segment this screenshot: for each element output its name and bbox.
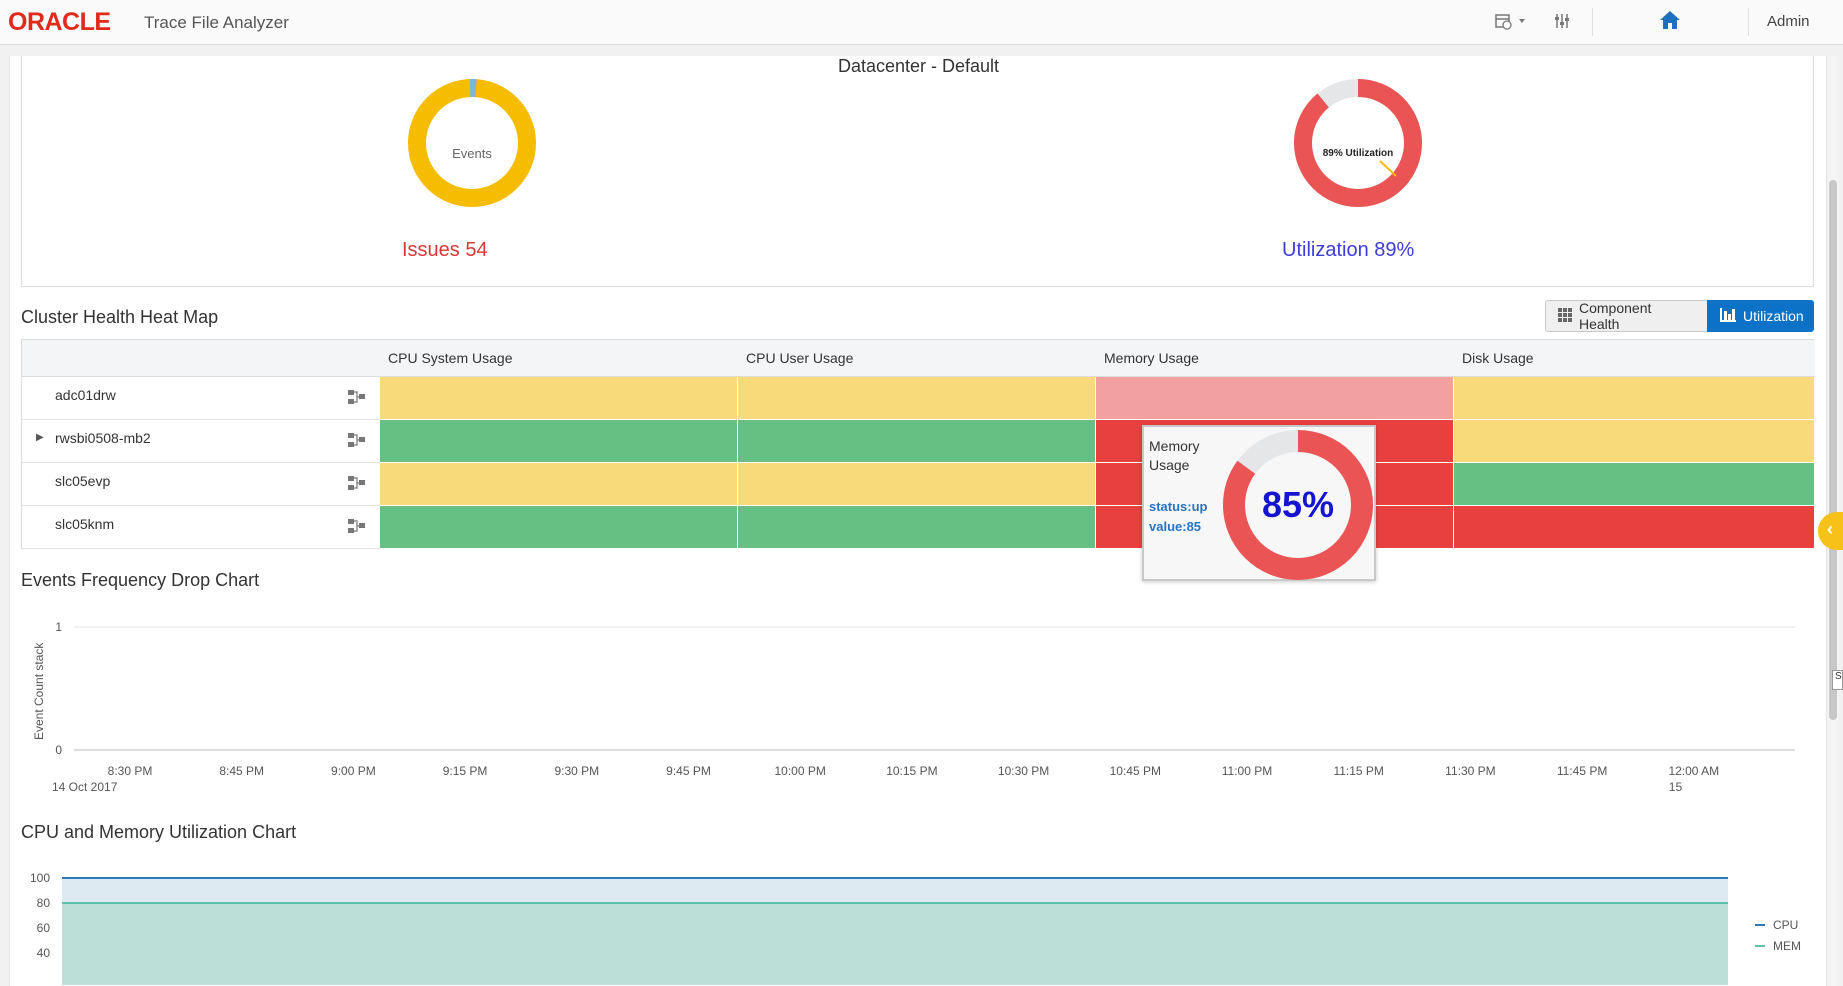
utilization-donut-value [1294, 79, 1422, 207]
topology-icon[interactable] [348, 518, 366, 534]
heatmap-cell[interactable] [738, 377, 1096, 420]
grid-icon [1558, 307, 1572, 325]
heatmap-row-host[interactable]: slc05evp [22, 463, 380, 506]
topology-icon[interactable] [348, 475, 366, 491]
heatmap-cell[interactable] [738, 463, 1096, 506]
host-name: adc01drw [55, 387, 116, 403]
heatmap-cell[interactable] [738, 506, 1096, 549]
component-health-toggle[interactable]: Component Health [1545, 300, 1708, 332]
heatmap-cell[interactable] [1096, 377, 1454, 420]
settings-sliders-icon[interactable] [1553, 12, 1571, 35]
header-divider [1592, 8, 1593, 36]
heatmap-cell[interactable] [1454, 506, 1815, 549]
tooltip-percent: 85% [1262, 484, 1334, 525]
app-header: ORACLE Trace File Analyzer Admin [0, 0, 1843, 45]
tooltip-value: value:85 [1149, 519, 1202, 534]
expand-arrow-icon[interactable]: ▶ [36, 432, 44, 443]
events-chart-title: Events Frequency Drop Chart [21, 570, 260, 590]
tooltip-status: status:up [1149, 499, 1208, 514]
host-name: rwsbi0508-mb2 [55, 430, 151, 446]
app-title: Trace File Analyzer [144, 13, 289, 32]
datacenter-panel: Datacenter - Default Events 89% Utilizat… [21, 56, 1814, 287]
heatmap-row-host[interactable]: adc01drw [22, 377, 380, 420]
host-name: slc05knm [55, 516, 115, 532]
utilization-value[interactable]: Utilization 89% [1282, 239, 1415, 261]
issues-count[interactable]: Issues 54 [402, 239, 488, 261]
heatmap-title: Cluster Health Heat Map [21, 307, 219, 327]
heatmap-corner-header [22, 340, 380, 377]
header-divider [1748, 8, 1749, 36]
tooltip-donut-value [1223, 430, 1373, 580]
utilization-toggle[interactable]: Utilization [1707, 300, 1814, 332]
events-donut-ring [408, 79, 536, 207]
heatmap-column-header[interactable]: CPU System Usage [380, 340, 738, 377]
tooltip-title: Memory Usage [1149, 438, 1200, 473]
heatmap-column-header[interactable]: Disk Usage [1454, 340, 1815, 377]
heatmap-cell[interactable] [380, 463, 738, 506]
events-donut-slice [408, 78, 536, 207]
host-name: slc05evp [55, 473, 111, 489]
utilization-donut-label: 89% Utilization [1322, 148, 1394, 159]
utilization-donut[interactable] [1288, 73, 1428, 213]
heatmap-cell[interactable] [1454, 420, 1815, 463]
collapse-panel-chevron-icon[interactable]: ‹ [1818, 512, 1843, 550]
utilization-toggle-label: Utilization [1743, 308, 1804, 324]
heatmap-column-header[interactable]: CPU User Usage [738, 340, 1096, 377]
heatmap-cell[interactable] [380, 377, 738, 420]
util-chart-title: CPU and Memory Utilization Chart [21, 822, 297, 842]
heatmap-tooltip: Memory Usage status:up value:85 85% [1142, 425, 1376, 581]
bar-chart-icon [1720, 307, 1736, 325]
utilization-donut-marker [1379, 160, 1397, 177]
events-donut-label: Events [452, 146, 492, 161]
heatmap-row-host[interactable]: slc05knm [22, 506, 380, 549]
topology-icon[interactable] [348, 389, 366, 405]
heatmap-grid: CPU System Usage CPU User Usage Memory U… [21, 339, 1815, 549]
datacenter-title: Datacenter - Default [837, 56, 1000, 76]
heatmap-cell[interactable] [380, 506, 738, 549]
scrollbar-thumb[interactable] [1829, 180, 1837, 720]
calendar-icon[interactable] [1495, 12, 1529, 35]
heatmap-row-host[interactable]: ▶ rwsbi0508-mb2 [22, 420, 380, 463]
topology-icon[interactable] [348, 432, 366, 448]
heatmap-cell[interactable] [380, 420, 738, 463]
user-menu[interactable]: Admin [1767, 13, 1810, 30]
events-donut[interactable] [402, 73, 542, 213]
heatmap-column-header[interactable]: Memory Usage [1096, 340, 1454, 377]
heatmap-cell[interactable] [1454, 463, 1815, 506]
component-health-label: Component Health [1579, 300, 1652, 332]
oracle-logo: ORACLE [8, 8, 111, 36]
heatmap-cell[interactable] [738, 420, 1096, 463]
side-tab[interactable]: S [1832, 670, 1843, 690]
home-icon[interactable] [1658, 9, 1682, 36]
tooltip-donut: 85% [1223, 430, 1373, 580]
heatmap-cell[interactable] [1454, 377, 1815, 420]
